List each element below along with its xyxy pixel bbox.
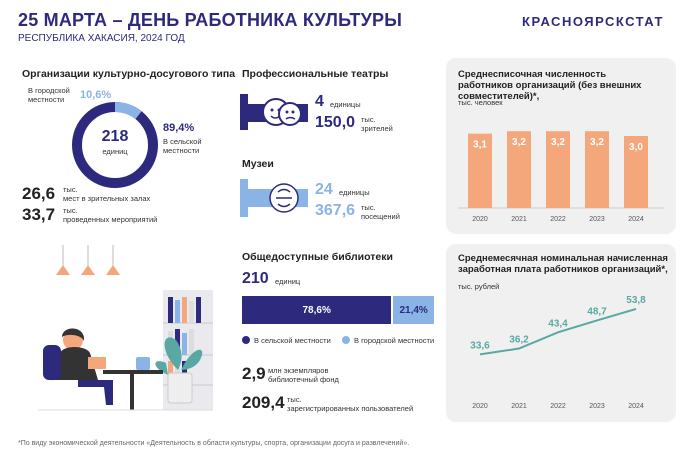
orgs-total-unit: единиц bbox=[102, 147, 128, 156]
bar-year-2020: 2020 bbox=[472, 216, 488, 223]
museums-title: Музеи bbox=[242, 158, 274, 170]
theatres-viewers-unit: тыс. bbox=[361, 115, 376, 124]
theatres-count-unit: единицы bbox=[330, 100, 361, 109]
orgs-events-unit: тыс. bbox=[63, 206, 78, 215]
bar-year-2022: 2022 bbox=[550, 216, 566, 223]
line-label-2022: 43,4 bbox=[548, 318, 568, 329]
orgs-seats-unit: тыс. bbox=[63, 185, 78, 194]
theatre-masks-icon bbox=[240, 94, 308, 130]
line-year-2023: 2023 bbox=[589, 403, 605, 410]
libraries-count: 210 bbox=[242, 270, 269, 287]
museums-count-unit: единицы bbox=[339, 188, 370, 197]
libraries-rural-segment: 78,6% bbox=[242, 296, 392, 324]
staff-chart-unit: тыс. человек bbox=[458, 98, 503, 107]
donut-city-arc bbox=[72, 102, 158, 188]
museums-visits-label: посещений bbox=[361, 212, 400, 221]
footnote: *По виду экономической деятельности «Дея… bbox=[18, 440, 410, 447]
bar-label-2020: 3,1 bbox=[473, 140, 487, 151]
bar-label-2021: 3,2 bbox=[512, 137, 526, 148]
brand-logo: КРАСНОЯРСКСТАТ bbox=[522, 14, 664, 29]
bar-year-2021: 2021 bbox=[511, 216, 527, 223]
libraries-count-unit: единиц bbox=[275, 277, 301, 286]
salary-chart-unit: тыс. рублей bbox=[458, 282, 500, 291]
libraries-city-pct: 21,4% bbox=[399, 304, 428, 316]
orgs-total: 218 bbox=[101, 128, 129, 145]
line-year-2022: 2022 bbox=[550, 403, 566, 410]
libraries-share-bar: 78,6% 21,4% bbox=[242, 296, 434, 324]
salary-series-line bbox=[479, 307, 637, 356]
bar-label-2023: 3,2 bbox=[590, 137, 604, 148]
theatres-viewers: 150,0 bbox=[315, 114, 356, 131]
line-year-2024: 2024 bbox=[628, 403, 644, 410]
bar-label-2022: 3,2 bbox=[551, 137, 565, 148]
libraries-fund-unit: млн экземпляров bbox=[268, 366, 329, 375]
libraries-users-unit: тыс. bbox=[287, 395, 302, 404]
museums-count: 24 bbox=[315, 181, 333, 198]
line-label-2023: 48,7 bbox=[587, 306, 607, 317]
orgs-city-label: В городской местности bbox=[28, 86, 70, 104]
orgs-city-pct: 10,6% bbox=[80, 89, 112, 101]
orgs-rural-pct: 89,4% bbox=[163, 122, 195, 134]
salary-line-chart: 33,6 2020 36,2 2021 43,4 2022 48,7 2023 53,8 2024 bbox=[470, 295, 646, 410]
orgs-seats-label: мест в зрительных залах bbox=[63, 194, 151, 203]
salary-chart-title: Среднемесячная номинальная начисленная з… bbox=[458, 253, 668, 275]
museums-visits: 367,6 bbox=[315, 202, 356, 219]
line-label-2020: 33,6 bbox=[470, 340, 490, 351]
bar-2024 bbox=[624, 136, 648, 208]
legend-rural-dot bbox=[242, 336, 250, 344]
libraries-fund-label: библиотечный фонд bbox=[268, 375, 339, 384]
orgs-donut bbox=[72, 102, 158, 188]
libraries-rural-pct: 78,6% bbox=[302, 304, 331, 316]
museums-visits-unit: тыс. bbox=[361, 203, 376, 212]
bar-2020 bbox=[468, 133, 492, 208]
legend-city-dot bbox=[342, 336, 350, 344]
line-year-2021: 2021 bbox=[511, 403, 527, 410]
line-label-2024: 53,8 bbox=[626, 295, 646, 306]
reader-illustration bbox=[38, 245, 213, 411]
museum-ticket-icon bbox=[240, 179, 308, 217]
lamp-icon bbox=[56, 245, 120, 275]
theatres-count: 4 bbox=[315, 93, 324, 110]
orgs-events-label: проведенных мероприятий bbox=[63, 215, 158, 224]
theatres-viewers-label: зрителей bbox=[361, 124, 393, 133]
bar-year-2024: 2024 bbox=[628, 216, 644, 223]
reading-woman-icon bbox=[38, 328, 213, 411]
legend-rural-label: В сельской местности bbox=[254, 336, 331, 345]
staff-bar-chart: 3,1 2020 3,2 2021 3,2 2022 3,2 2023 3,0 2024 bbox=[458, 131, 664, 223]
bar-2022 bbox=[546, 131, 570, 208]
theatres-title: Профессиональные театры bbox=[242, 68, 389, 80]
bar-2023 bbox=[585, 131, 609, 208]
orgs-title: Организации культурно-досугового типа bbox=[22, 68, 236, 80]
libraries-title: Общедоступные библиотеки bbox=[242, 251, 393, 263]
libraries-users-label: зарегистрированных пользователей bbox=[287, 404, 414, 413]
bar-label-2024: 3,0 bbox=[629, 142, 643, 153]
page-subtitle: РЕСПУБЛИКА ХАКАСИЯ, 2024 ГОД bbox=[18, 33, 185, 44]
libraries-users-value: 209,4 bbox=[242, 393, 285, 412]
orgs-rural-label: В сельской местности bbox=[163, 137, 202, 155]
salary-chart-panel bbox=[446, 244, 676, 422]
legend-city-label: В городской местности bbox=[354, 336, 435, 345]
bar-year-2023: 2023 bbox=[589, 216, 605, 223]
libraries-city-segment: 21,4% bbox=[393, 296, 434, 324]
line-label-2021: 36,2 bbox=[509, 335, 529, 346]
libraries-fund-value: 2,9 bbox=[242, 364, 266, 383]
orgs-events-value: 33,7 bbox=[22, 205, 56, 224]
orgs-seats-value: 26,6 bbox=[22, 184, 56, 203]
line-year-2020: 2020 bbox=[472, 403, 488, 410]
staff-chart-title: Среднесписочная численность работников о… bbox=[458, 69, 642, 102]
plant-icon bbox=[155, 337, 203, 404]
bar-2021 bbox=[507, 131, 531, 208]
page-title: 25 МАРТА – ДЕНЬ РАБОТНИКА КУЛЬТУРЫ bbox=[18, 10, 403, 30]
